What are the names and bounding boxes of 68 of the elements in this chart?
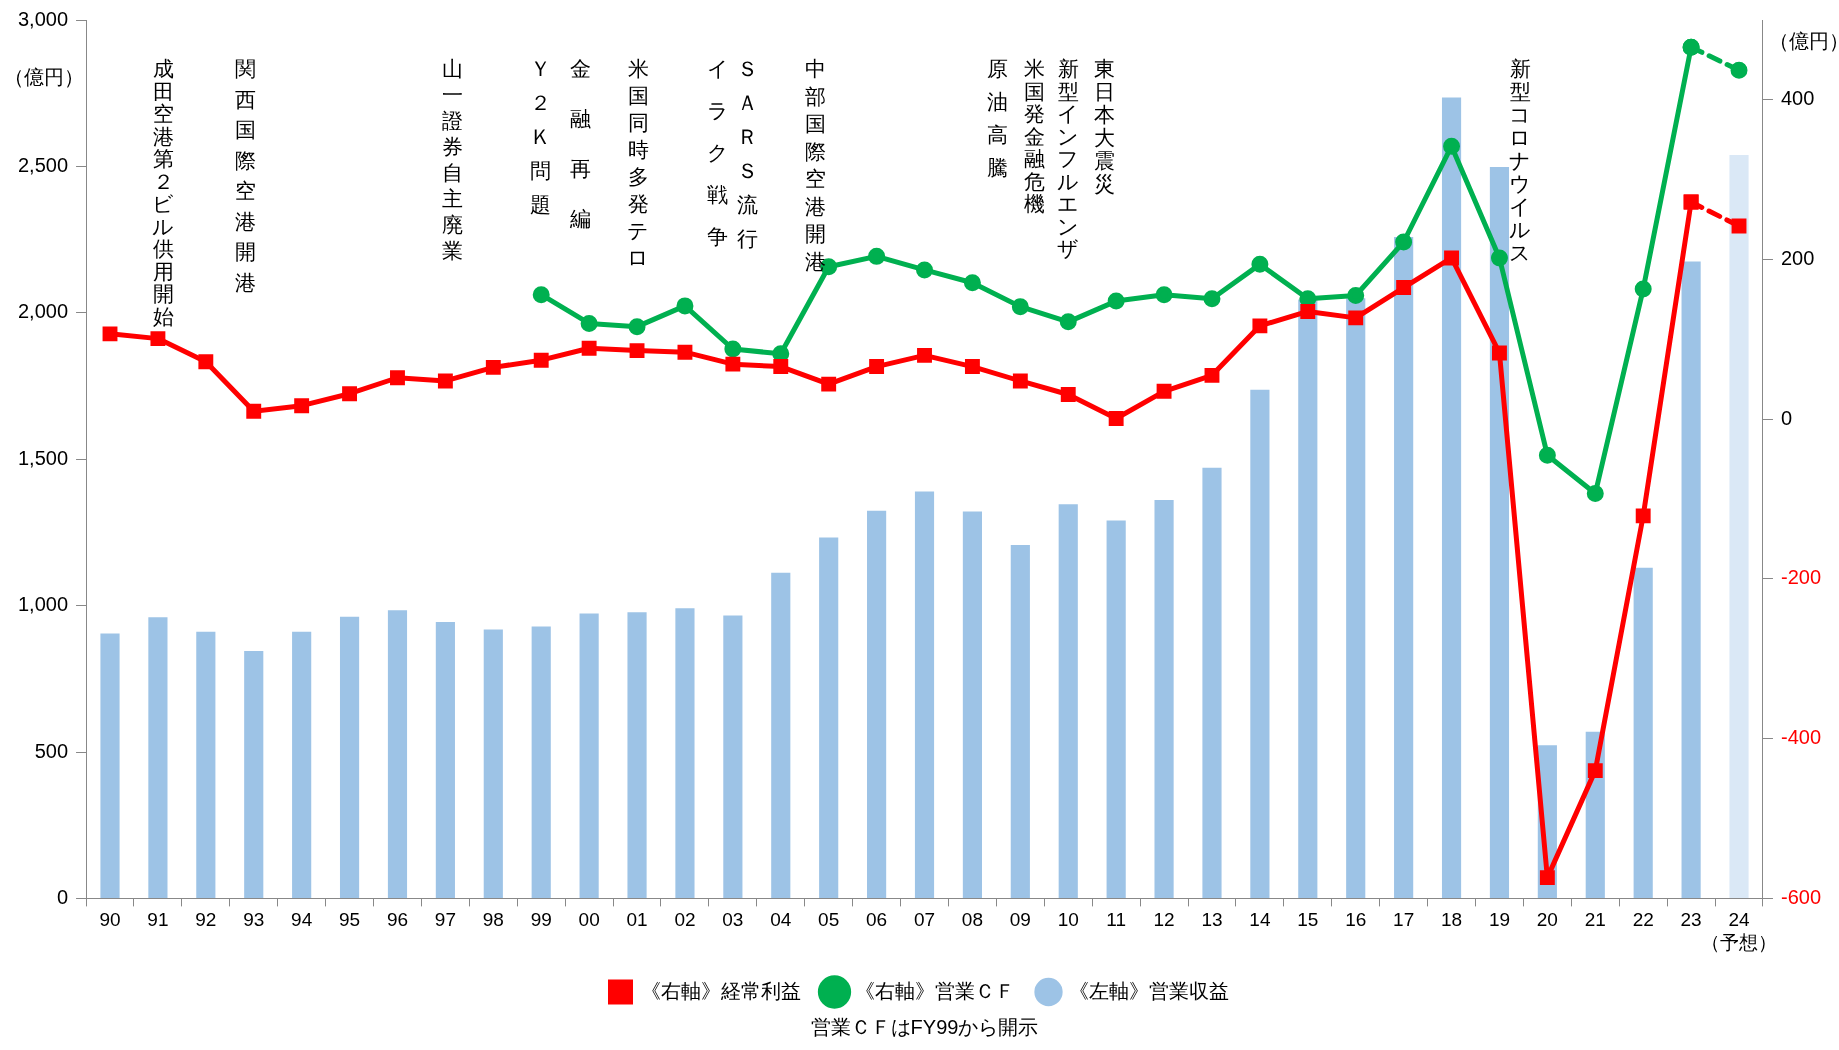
- x-tick-label: 09: [1009, 909, 1031, 931]
- y2-tick-label: 0: [1780, 406, 1793, 429]
- x-tick-label: 18: [1440, 909, 1463, 931]
- x-tick-label: 03: [722, 909, 744, 931]
- x-tick-label: 01: [626, 909, 648, 931]
- legend-label: 《右軸》営業ＣＦ: [854, 979, 1015, 1002]
- x-tick-label: 95: [338, 909, 361, 931]
- y-axis-title: （億円）: [4, 65, 85, 88]
- x-tick-label: 93: [243, 909, 265, 931]
- x-tick-label: 97: [434, 909, 456, 931]
- annotation: イラク戦争: [706, 57, 729, 249]
- text: 金融再編: [570, 57, 592, 231]
- x-tick-label: 10: [1057, 909, 1079, 931]
- x-tick-label: 00: [578, 909, 600, 931]
- x-tick-label: 19: [1488, 909, 1511, 931]
- x-tick-label: 22: [1632, 909, 1654, 931]
- x-tick-label: 14: [1249, 909, 1271, 931]
- x-tick-label: 94: [291, 909, 313, 931]
- y-tick-label: 1,500: [17, 446, 69, 469]
- text: 成田空港第２ビル供用開始: [152, 57, 175, 328]
- text: 新型コロナウイルス: [1509, 57, 1532, 265]
- annotation: 米国同時多発テロ: [627, 57, 650, 270]
- annotation: 東日本大震災: [1094, 57, 1116, 196]
- y-tick-label: 0: [56, 885, 69, 908]
- x-tick-label: 07: [913, 909, 936, 931]
- x-tick-label: 15: [1297, 909, 1319, 931]
- x-tick-label: 21: [1584, 909, 1606, 931]
- text: 新型インフルエンザ: [1057, 57, 1080, 261]
- y-tick-label: 2,500: [17, 153, 69, 176]
- x-tick-label: 11: [1106, 909, 1127, 931]
- legend-label: 《右軸》経常利益: [640, 979, 801, 1002]
- x-tick-label: 02: [674, 909, 696, 931]
- x-tick-label: 13: [1201, 909, 1223, 931]
- annotation: ＳＡＲＳ流行: [736, 57, 758, 251]
- x-tick-label: 96: [386, 909, 409, 931]
- x-tick-label: 92: [195, 909, 217, 931]
- text: 営業ＣＦはFY99から開示: [810, 1015, 1039, 1038]
- y2-axis-title: （億円）: [1768, 29, 1839, 52]
- x-tick-label: 16: [1345, 909, 1367, 931]
- x-tick-label: 04: [770, 909, 792, 931]
- y-tick-label: 3,000: [17, 7, 69, 30]
- x-tick-label: 06: [866, 909, 888, 931]
- y2-tick-label: 400: [1780, 87, 1815, 110]
- x-tick-label: 91: [147, 909, 169, 931]
- annotation: 関西国際空港開港: [235, 57, 257, 294]
- y2-tick-label: -200: [1780, 566, 1821, 589]
- legend-label: 《左軸》営業収益: [1068, 979, 1229, 1002]
- x-tick-label: 17: [1393, 909, 1415, 931]
- x-tick-label: 90: [99, 909, 121, 931]
- x-tick-label: 23: [1680, 909, 1702, 931]
- annotation: 中部国際空港開港: [805, 57, 827, 273]
- x-tick-label: 08: [961, 909, 983, 931]
- y2-tick-label: -400: [1780, 726, 1821, 749]
- annotation: 米国発金融危機: [1023, 57, 1045, 216]
- annotation: Ｙ２Ｋ問題: [530, 57, 552, 217]
- y2-tick-label: 200: [1780, 247, 1815, 270]
- y-tick-label: 1,000: [17, 593, 69, 616]
- x-tick-label: 12: [1153, 909, 1175, 931]
- x-tick-label: 99: [530, 909, 552, 931]
- y2-tick-label: -600: [1780, 885, 1821, 908]
- y-tick-label: 500: [34, 739, 69, 762]
- x-tick-label: 24 （予想）: [1701, 909, 1778, 953]
- annotation: 山一證券自主廃業: [441, 57, 463, 263]
- annotation: 原油高騰: [986, 57, 1008, 180]
- x-tick-label: 20: [1536, 909, 1558, 931]
- x-tick-label: 05: [818, 909, 840, 931]
- y-tick-label: 2,000: [17, 300, 69, 323]
- x-tick-label: 98: [482, 909, 504, 931]
